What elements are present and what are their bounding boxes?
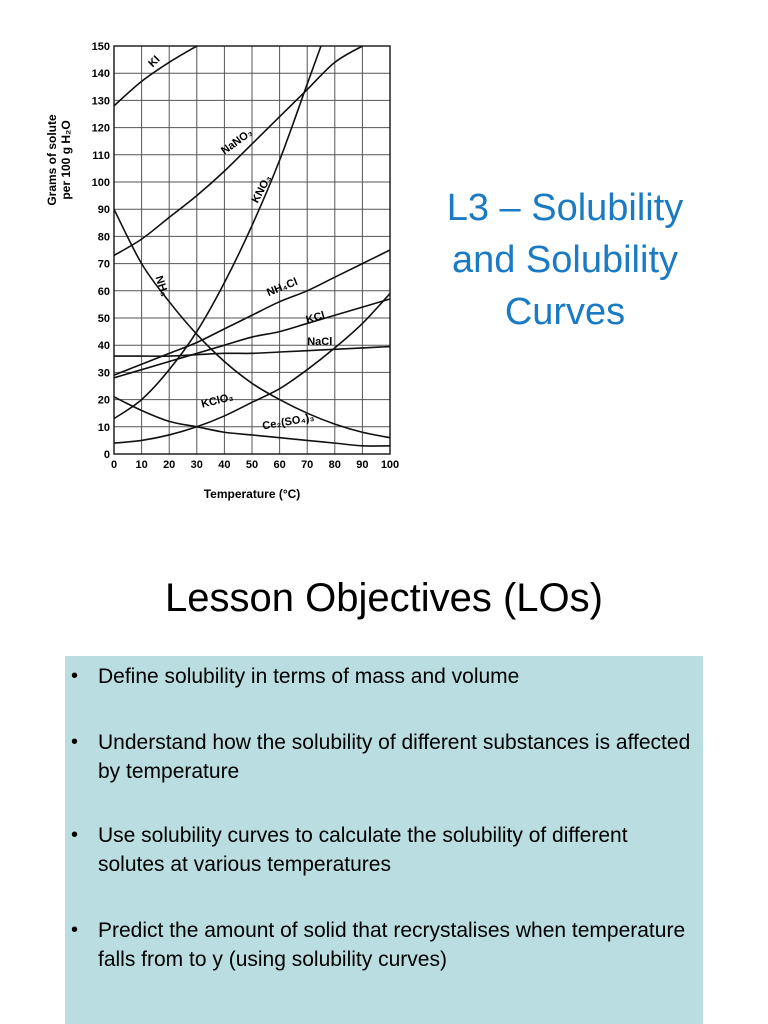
y-tick-label: 30 [98,367,110,379]
objective-text: Use solubility curves to calculate the s… [98,824,628,876]
series-line [114,46,322,420]
slide-title-line-2: and Solubility [451,239,679,281]
y-tick-label: 20 [98,395,110,407]
x-tick-label: 30 [191,459,203,471]
x-tick-label: 90 [356,459,368,471]
series-line [114,292,390,444]
series-label: NaCl [307,336,332,348]
y-tick-label: 70 [98,259,110,271]
series-line [114,345,390,357]
y-tick-label: 0 [104,449,110,461]
x-tick-label: 60 [273,459,285,471]
slide-title-line-1: L3 – Solubility [446,187,684,229]
y-tick-label: 100 [92,177,110,189]
series-label: NH₃ [153,274,171,298]
bullet-icon: • [71,919,79,941]
y-tick-label: 90 [98,204,110,216]
y-axis-label: per 100 g H₂O [59,120,73,199]
y-tick-label: 120 [92,123,110,135]
slide-title: L3 – Solubility and Solubility Curves [425,182,705,338]
x-tick-label: 0 [111,459,117,471]
x-tick-label: 10 [135,459,147,471]
series-line [114,46,198,107]
x-tick-label: 20 [163,459,175,471]
objectives-box: • Define solubility in terms of mass and… [65,656,703,1024]
objective-text: Define solubility in terms of mass and v… [98,665,520,688]
y-tick-label: 80 [98,231,110,243]
bullet-icon: • [71,824,79,846]
y-tick-label: 130 [92,95,110,107]
x-tick-label: 40 [218,459,230,471]
series-line [114,396,390,447]
solubility-chart: 0 10 20 30 40 50 60 70 80 90 100 0 10 20 30 40 50 60 70 80 9… [40,30,420,510]
objectives-heading: Lesson Objectives (LOs) [165,576,603,620]
series-label: KClO₃ [200,391,235,411]
y-tick-label: 50 [98,313,110,325]
series-line [114,46,363,257]
x-axis-label: Temperature (°C) [204,487,301,501]
y-tick-label: 60 [98,286,110,298]
series-line [114,298,390,379]
y-tick-label: 150 [92,41,110,53]
y-tick-label: 110 [92,150,110,162]
y-tick-label: 40 [98,340,110,352]
x-tick-label: 80 [329,459,341,471]
series-label: KNO₃ [250,173,274,205]
series-label: KCl [305,310,327,327]
solubility-chart-svg: 0 10 20 30 40 50 60 70 80 90 100 0 10 20 30 40 50 60 70 80 9… [45,41,399,501]
objective-text: Predict the amount of solid that recryst… [98,919,686,971]
objective-text: Understand how the solubility of differe… [98,731,691,783]
x-tick-label: 70 [301,459,313,471]
y-tick-label: 140 [92,68,110,80]
bullet-icon: • [71,665,79,687]
series-line [114,208,390,439]
slide-title-line-3: Curves [504,291,626,333]
y-axis-label: Grams of solute [45,114,59,206]
bullet-icon: • [71,731,79,753]
x-tick-label: 100 [381,459,399,471]
y-tick-label: 10 [98,422,110,434]
x-tick-label: 50 [246,459,258,471]
